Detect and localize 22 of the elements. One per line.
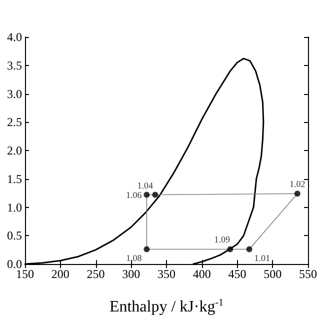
x-tick-label: 250 [86, 267, 105, 281]
y-tick-label: 3.0 [7, 86, 22, 101]
y-tick-label: 0.5 [7, 228, 22, 243]
y-tick-label: 3.5 [7, 58, 22, 72]
y-tick-label: 2.0 [7, 144, 22, 158]
annotation: 1.08 [126, 253, 142, 264]
annotation: 1.06 [126, 190, 142, 200]
x-tick-label: 500 [264, 267, 282, 281]
x-tick-label: 300 [122, 267, 140, 281]
y-tick-label: 1.0 [7, 200, 22, 214]
x-tick-label: 550 [299, 267, 317, 281]
x-tick-label: 400 [192, 267, 211, 281]
x-tick-label: 450 [228, 267, 246, 281]
x-tick-label: 350 [158, 267, 176, 281]
annotation: 1.01 [254, 253, 270, 264]
y-tick-label: 2.5 [7, 115, 22, 130]
annotation: 1.09 [214, 234, 231, 245]
x-tick-label: 200 [51, 267, 70, 281]
y-tick-label: 1.5 [7, 172, 22, 186]
annotation: 1.02 [290, 179, 306, 190]
y-tick-label: 4.0 [7, 30, 22, 44]
annotation: 1.04 [137, 180, 154, 190]
